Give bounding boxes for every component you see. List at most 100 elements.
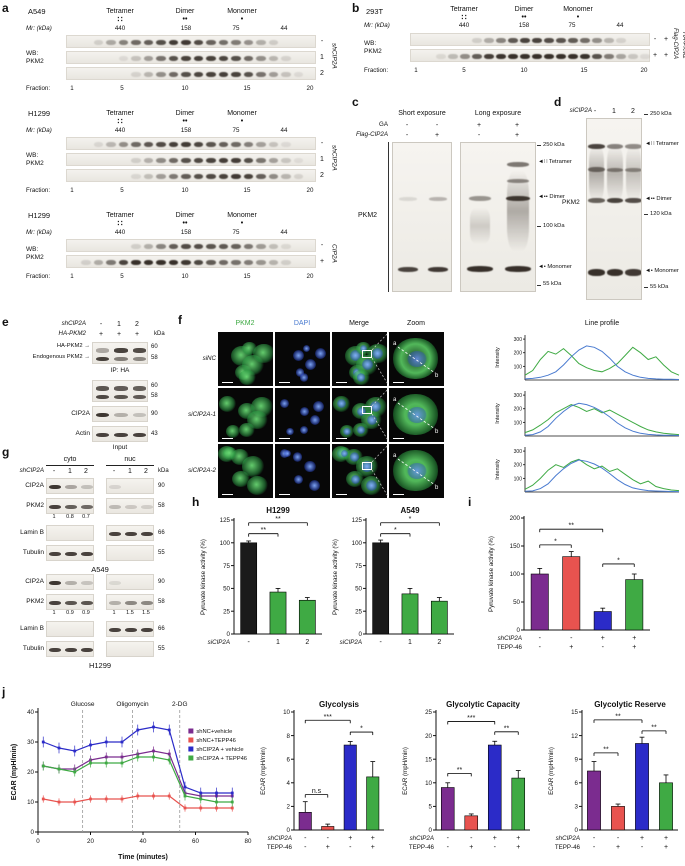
blot-lamin-b-nuc — [106, 621, 154, 637]
band — [243, 243, 253, 249]
row-label-sicip2a-2: siCIP2A-2 — [188, 467, 216, 474]
band — [218, 141, 228, 147]
lane-condition-sign: + — [663, 36, 669, 43]
band — [544, 53, 554, 59]
svg-text:Pyruvate kinase activity (%): Pyruvate kinase activity (%) — [332, 539, 339, 615]
cell-cytoplasm — [232, 471, 251, 488]
protein-label: Lamin B — [20, 625, 44, 632]
band — [143, 157, 153, 163]
band — [131, 259, 141, 265]
band — [397, 266, 419, 272]
cell-nucleus — [372, 348, 384, 360]
cell-nucleus — [357, 373, 366, 382]
svg-text:+: + — [326, 844, 330, 851]
band — [114, 348, 128, 353]
band — [114, 386, 128, 391]
band — [268, 259, 278, 265]
lane-condition-sign: - — [653, 36, 657, 43]
kda-value: 58 — [158, 599, 165, 605]
quantification-value: 0.7 — [82, 514, 90, 520]
svg-text:ECAR (mpH/min): ECAR (mpH/min) — [11, 744, 18, 800]
band — [65, 600, 77, 606]
kda-tick — [644, 287, 648, 289]
band — [114, 432, 128, 438]
band — [132, 348, 147, 353]
kda-tick — [644, 114, 648, 116]
svg-text:+: + — [664, 835, 668, 842]
svg-text:2-DG: 2-DG — [172, 701, 188, 708]
svg-text:100: 100 — [510, 571, 521, 578]
svg-text:60: 60 — [192, 838, 199, 845]
band — [193, 55, 203, 61]
band — [181, 157, 191, 163]
svg-text:Pyruvate kinase activity (%): Pyruvate kinase activity (%) — [488, 536, 495, 612]
quantification-value: 0.8 — [66, 514, 74, 520]
svg-text:siCIP2A: siCIP2A — [208, 639, 230, 646]
cell-line-label: H1299 — [28, 211, 51, 220]
kda-label: kDa — [158, 468, 169, 474]
scale-bar — [336, 438, 347, 439]
svg-text:Oligomycin: Oligomycin — [116, 701, 149, 708]
construct-label-ha-pkm2: HA-PKM2 — [681, 32, 685, 59]
scale-bar — [393, 438, 404, 439]
svg-text:25: 25 — [223, 608, 230, 615]
pkm2-image — [218, 332, 273, 386]
band — [206, 259, 216, 265]
dapi-image — [275, 388, 330, 442]
band — [218, 71, 228, 77]
mr-value: 440 — [114, 25, 126, 32]
band — [81, 580, 93, 586]
svg-text:**: ** — [615, 713, 621, 720]
wb-strip — [66, 239, 316, 252]
band — [448, 53, 458, 59]
band — [281, 71, 291, 77]
oligomer-icon-dimer: •• — [521, 14, 527, 21]
lane-condition-sign: 1 — [320, 156, 324, 163]
zoom-profile-line — [397, 458, 436, 486]
svg-text:3: 3 — [575, 804, 579, 811]
svg-text:+: + — [569, 644, 573, 651]
band — [125, 627, 137, 633]
band — [484, 37, 494, 43]
svg-text:40: 40 — [27, 709, 34, 716]
svg-text:-: - — [602, 644, 605, 651]
cell-nucleus — [366, 479, 377, 491]
svg-text:**: ** — [651, 724, 657, 731]
svg-text:-: - — [447, 835, 450, 842]
svg-text:2: 2 — [305, 639, 309, 646]
panel-letter-g: g — [2, 445, 10, 459]
band — [65, 647, 77, 653]
svg-text:+: + — [616, 844, 620, 851]
column-header-dapi: DAPI — [293, 320, 311, 327]
band — [231, 55, 241, 61]
svg-text:-: - — [593, 844, 596, 851]
panel-b: 293T Tetramer ∷ Dimer •• Monomer • Mr: (kDa) 440… — [352, 2, 685, 100]
oligomer-label-monomer: Monomer — [227, 8, 257, 15]
svg-text:200: 200 — [514, 351, 523, 357]
band — [131, 141, 141, 147]
band — [49, 647, 61, 653]
fraction-tick: 10 — [181, 273, 189, 280]
band — [193, 243, 203, 249]
merge-image — [332, 444, 387, 498]
blot-long-exposure — [460, 142, 536, 292]
band — [143, 39, 153, 45]
lane-condition-sign: 2 — [631, 108, 635, 115]
fraction-tick: 20 — [306, 85, 314, 92]
lane-condition-sign: - — [320, 38, 324, 45]
band — [168, 39, 178, 45]
wb-label-line1: WB: — [364, 40, 377, 47]
svg-text:125: 125 — [220, 517, 231, 524]
condition-label: siCIP2A — [569, 107, 592, 114]
smear — [588, 146, 605, 202]
fraction-label: Fraction: — [364, 67, 389, 74]
panel-letter-h: h — [192, 495, 200, 509]
band — [231, 39, 241, 45]
band — [132, 356, 147, 362]
cell-nucleus — [361, 460, 373, 472]
cell-nucleus — [296, 368, 305, 377]
mr-value: 75 — [568, 22, 576, 29]
band — [556, 53, 566, 59]
condition-label: GA — [379, 121, 388, 128]
band — [472, 53, 482, 59]
